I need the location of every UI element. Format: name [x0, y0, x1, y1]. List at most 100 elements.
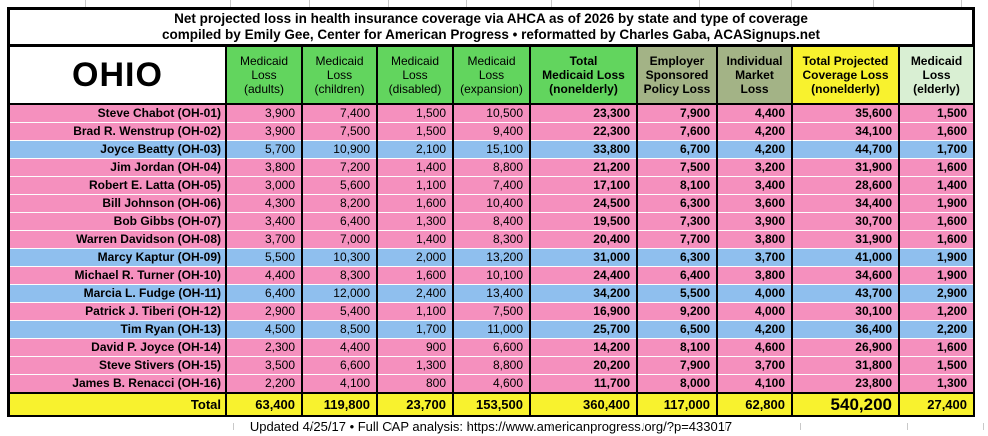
value-cell: 4,100 [716, 374, 792, 393]
value-cell: 1,600 [898, 338, 973, 357]
value-cell: 31,000 [529, 248, 637, 267]
value-cell: 3,500 [225, 356, 302, 375]
value-cell: 2,100 [376, 140, 453, 159]
table-row: Tim Ryan (OH-13) 4,500 8,500 1,700 11,000 25,… [10, 320, 973, 339]
value-cell: 8,800 [452, 356, 530, 375]
value-cell: 17,100 [529, 176, 637, 195]
column-header-1: Medicaid Loss (children) [301, 47, 377, 105]
value-cell: 20,200 [529, 356, 637, 375]
district-name-cell: Bill Johnson (OH-06) [10, 194, 226, 213]
value-cell: 8,400 [452, 212, 530, 231]
value-cell: 5,700 [225, 140, 302, 159]
table-row: Steve Stivers (OH-15) 3,500 6,600 1,300 8,80… [10, 356, 973, 375]
total-value-cell: 27,400 [898, 392, 973, 415]
value-cell: 7,000 [301, 230, 377, 249]
value-cell: 1,400 [376, 158, 453, 177]
value-cell: 30,700 [791, 212, 899, 231]
spreadsheet-gridline [469, 423, 470, 430]
total-value-cell: 360,400 [529, 392, 637, 415]
spreadsheet-gridline [551, 0, 552, 7]
value-cell: 5,600 [301, 176, 377, 195]
value-cell: 10,400 [452, 194, 530, 213]
spreadsheet-gridline [791, 0, 792, 7]
value-cell: 8,800 [452, 158, 530, 177]
district-name-cell: Joyce Beatty (OH-03) [10, 140, 226, 159]
value-cell: 8,100 [636, 338, 717, 357]
value-cell: 1,300 [376, 212, 453, 231]
total-value-cell: 23,700 [376, 392, 453, 415]
district-name-cell: Warren Davidson (OH-08) [10, 230, 226, 249]
value-cell: 41,000 [791, 248, 899, 267]
state-name-cell: OHIO [10, 47, 226, 105]
value-cell: 800 [376, 374, 453, 393]
value-cell: 8,500 [301, 320, 377, 339]
value-cell: 6,700 [636, 140, 717, 159]
value-cell: 15,100 [452, 140, 530, 159]
value-cell: 10,100 [452, 266, 530, 285]
value-cell: 1,700 [898, 140, 973, 159]
total-value-cell: 119,800 [301, 392, 377, 415]
spreadsheet-gridline [230, 0, 231, 7]
table-row: Marcy Kaptur (OH-09) 5,500 10,300 2,000 13,2… [10, 248, 973, 267]
value-cell: 11,700 [529, 374, 637, 393]
value-cell: 4,200 [716, 320, 792, 339]
value-cell: 16,900 [529, 302, 637, 321]
value-cell: 7,400 [301, 103, 377, 123]
column-header-6: Individual Market Loss [716, 47, 792, 105]
value-cell: 3,800 [716, 266, 792, 285]
table-row: Patrick J. Tiberi (OH-12) 2,900 5,400 1,100… [10, 302, 973, 321]
value-cell: 1,500 [898, 356, 973, 375]
value-cell: 4,400 [301, 338, 377, 357]
district-name-cell: Robert E. Latta (OH-05) [10, 176, 226, 195]
value-cell: 1,900 [898, 266, 973, 285]
value-cell: 1,900 [898, 248, 973, 267]
spreadsheet-gridline [233, 423, 234, 430]
district-name-cell: Marcia L. Fudge (OH-11) [10, 284, 226, 303]
district-name-cell: Bob Gibbs (OH-07) [10, 212, 226, 231]
value-cell: 4,600 [452, 374, 530, 393]
total-label-cell: Total [10, 392, 226, 415]
value-cell: 6,600 [452, 338, 530, 357]
value-cell: 2,900 [898, 284, 973, 303]
spreadsheet-gridline [466, 0, 467, 7]
value-cell: 36,400 [791, 320, 899, 339]
total-value-cell: 117,000 [636, 392, 717, 415]
spreadsheet-gridline [551, 423, 552, 430]
value-cell: 3,700 [716, 356, 792, 375]
spreadsheet-gridline [643, 423, 644, 430]
value-cell: 13,200 [452, 248, 530, 267]
value-cell: 6,400 [636, 266, 717, 285]
value-cell: 4,400 [225, 266, 302, 285]
value-cell: 5,400 [301, 302, 377, 321]
value-cell: 34,100 [791, 122, 899, 141]
value-cell: 4,400 [716, 103, 792, 123]
value-cell: 1,500 [898, 103, 973, 123]
total-value-cell: 63,400 [225, 392, 302, 415]
header-row: OHIO Medicaid Loss (adults) Medicaid Loss… [10, 47, 973, 105]
value-cell: 1,500 [376, 122, 453, 141]
value-cell: 25,700 [529, 320, 637, 339]
spreadsheet-gridline [85, 0, 86, 7]
value-cell: 1,400 [376, 230, 453, 249]
value-cell: 35,600 [791, 103, 899, 123]
value-cell: 13,400 [452, 284, 530, 303]
ahca-loss-table-frame: Net projected loss in health insurance c… [7, 7, 975, 436]
column-header-3: Medicaid Loss (expansion) [452, 47, 530, 105]
value-cell: 4,000 [716, 284, 792, 303]
value-cell: 6,300 [636, 248, 717, 267]
value-cell: 1,300 [898, 374, 973, 393]
value-cell: 7,500 [452, 302, 530, 321]
value-cell: 900 [376, 338, 453, 357]
value-cell: 7,400 [452, 176, 530, 195]
value-cell: 6,600 [301, 356, 377, 375]
value-cell: 7,700 [636, 230, 717, 249]
value-cell: 4,300 [225, 194, 302, 213]
value-cell: 1,600 [376, 266, 453, 285]
table-title-block: Net projected loss in health insurance c… [10, 10, 972, 47]
value-cell: 1,600 [898, 158, 973, 177]
table-row: Marcia L. Fudge (OH-11) 6,400 12,000 2,400 1… [10, 284, 973, 303]
value-cell: 44,700 [791, 140, 899, 159]
value-cell: 7,900 [636, 356, 717, 375]
value-cell: 28,600 [791, 176, 899, 195]
value-cell: 7,300 [636, 212, 717, 231]
